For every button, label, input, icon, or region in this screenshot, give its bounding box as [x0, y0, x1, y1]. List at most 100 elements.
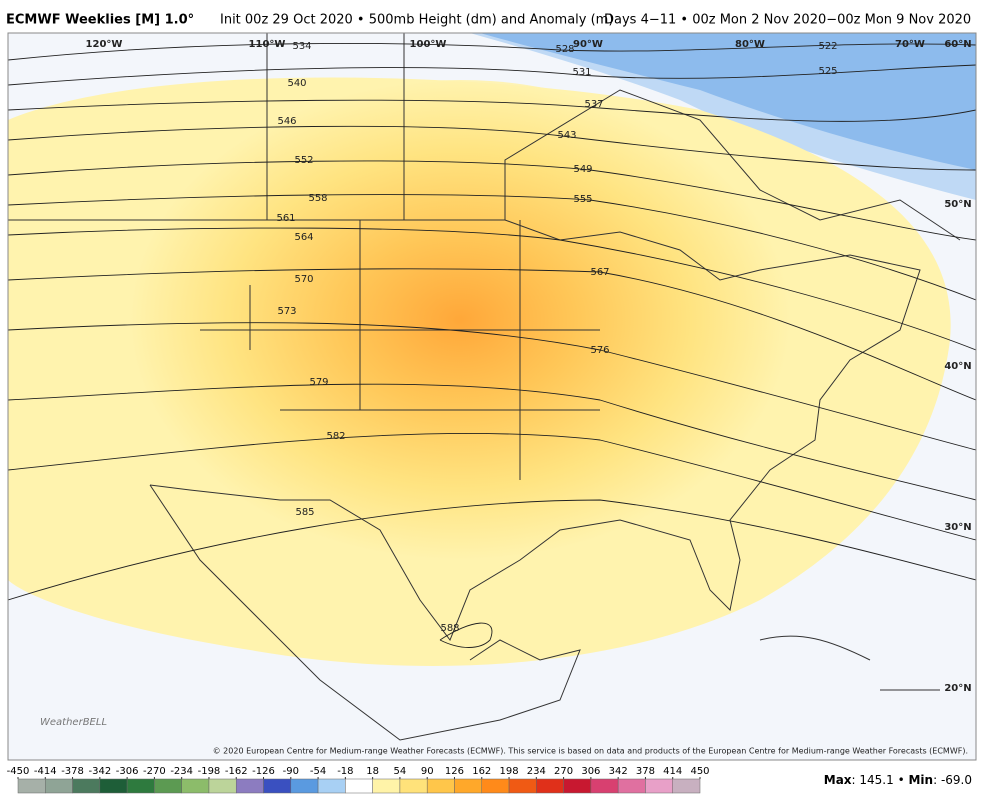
colorbar-swatch [290, 778, 319, 794]
colorbar-swatch [399, 778, 428, 794]
colorbar-tick-label: 270 [554, 766, 573, 777]
colorbar-swatch [672, 778, 701, 794]
contour-label: 555 [573, 194, 592, 205]
colorbar-swatch [590, 778, 619, 794]
map [8, 33, 976, 760]
contours [8, 42, 976, 648]
min-label: Min [908, 773, 933, 787]
contour-label: 588 [440, 623, 459, 634]
longitude-label: 100°W [410, 39, 447, 50]
colorbar-tick-label: -18 [337, 766, 353, 777]
colorbar-swatch [563, 778, 592, 794]
contour-label: 558 [308, 193, 327, 204]
copyright: © 2020 European Centre for Medium-range … [213, 747, 968, 756]
contour-label: 531 [572, 67, 591, 78]
colorbar-swatch [617, 778, 646, 794]
title: ECMWF Weeklies [M] 1.0° [6, 13, 194, 28]
colorbar-tick-label: 306 [581, 766, 600, 777]
contour-label: 561 [276, 213, 295, 224]
stats: Max: 145.1 • Min: -69.0 [824, 773, 972, 787]
colorbar-tick-label: -270 [143, 766, 166, 777]
colorbar-swatch [536, 778, 564, 794]
contour-label: 579 [309, 377, 328, 388]
colorbar-tick-label: -90 [283, 766, 299, 777]
colorbar-tick-label: -450 [7, 766, 30, 777]
longitude-label: 120°W [86, 39, 123, 50]
colorbar-tick-label: -378 [61, 766, 84, 777]
colorbar-swatch [72, 778, 101, 794]
contour-label: 528 [555, 44, 574, 55]
contour-label: 576 [590, 345, 609, 356]
colorbar-tick-label: 342 [609, 766, 628, 777]
longitude-label: 70°W [895, 39, 925, 50]
colorbar-tick-label: 234 [527, 766, 546, 777]
colorbar-tick-label: 90 [421, 766, 434, 777]
colorbar-swatch [454, 778, 483, 794]
subtitle: Init 00z 29 Oct 2020 • 500mb Height (dm)… [220, 13, 613, 28]
longitude-label: 90°W [573, 39, 603, 50]
colorbar-swatch [426, 778, 455, 794]
logo: WeatherBELL [40, 717, 107, 728]
colorbar-tick-label: 450 [690, 766, 709, 777]
colorbar-swatch [181, 778, 210, 794]
colorbar-tick-label: 126 [445, 766, 464, 777]
colorbar-swatch [345, 778, 373, 794]
longitude-label: 80°W [735, 39, 765, 50]
colorbar-swatch [317, 778, 346, 794]
colorbar-tick-label: 198 [499, 766, 518, 777]
contour-label: 543 [557, 130, 576, 141]
valid-time: Days 4−11 • 00z Mon 2 Nov 2020−00z Mon 9… [604, 13, 971, 28]
colorbar-swatch [99, 778, 128, 794]
latitude-label: 20°N [944, 683, 971, 694]
colorbar-swatch [45, 778, 73, 794]
max-value: 145.1 [859, 773, 893, 787]
colorbar-tick-label: 18 [366, 766, 379, 777]
colorbar-swatch [154, 778, 182, 794]
contour-label: 552 [294, 155, 313, 166]
colorbar-tick-label: -126 [252, 766, 275, 777]
contour-label: 564 [294, 232, 313, 243]
colorbar-swatch [126, 778, 155, 794]
anomaly-orange [130, 80, 790, 560]
colorbar-tick-label: -234 [170, 766, 193, 777]
colorbar-swatch [17, 778, 46, 794]
contour-label: 567 [590, 267, 609, 278]
colorbar-tick-label: 162 [472, 766, 491, 777]
latitude-label: 30°N [944, 522, 971, 533]
max-label: Max [824, 773, 852, 787]
colorbar-tick-label: 54 [394, 766, 407, 777]
contour-label: 522 [818, 41, 837, 52]
colorbar-swatch [645, 778, 673, 794]
latitude-label: 40°N [944, 361, 971, 372]
colorbar-swatch [481, 778, 510, 794]
longitude-label: 110°W [249, 39, 286, 50]
contour-label: 525 [818, 66, 837, 77]
colorbar-tick-label: -414 [34, 766, 57, 777]
colorbar-swatch [372, 778, 401, 794]
min-value: -69.0 [941, 773, 972, 787]
contour-label: 585 [295, 507, 314, 518]
contour-label: 546 [277, 116, 296, 127]
contour-label: 570 [294, 274, 313, 285]
map-frame [7, 32, 977, 761]
contour-label: 540 [287, 78, 306, 89]
colorbar-tick-label: -162 [225, 766, 248, 777]
colorbar-swatch [508, 778, 537, 794]
colorbar-tick-label: -306 [116, 766, 139, 777]
colorbar-tick-label: 414 [663, 766, 682, 777]
colorbar-swatch [208, 778, 237, 794]
latitude-label: 50°N [944, 199, 971, 210]
colorbar-tick-label: -54 [310, 766, 326, 777]
contour-label: 537 [584, 99, 603, 110]
contour-label: 582 [326, 431, 345, 442]
contour-label: 534 [292, 41, 311, 52]
colorbar-tick-label: -198 [198, 766, 221, 777]
colorbar-tick-label: 378 [636, 766, 655, 777]
colorbar-tick-label: -342 [88, 766, 111, 777]
colorbar-swatch [263, 778, 292, 794]
contour-label: 573 [277, 306, 296, 317]
colorbar-swatch [235, 778, 264, 794]
contour-label: 549 [573, 164, 592, 175]
latitude-label: 60°N [944, 39, 971, 50]
